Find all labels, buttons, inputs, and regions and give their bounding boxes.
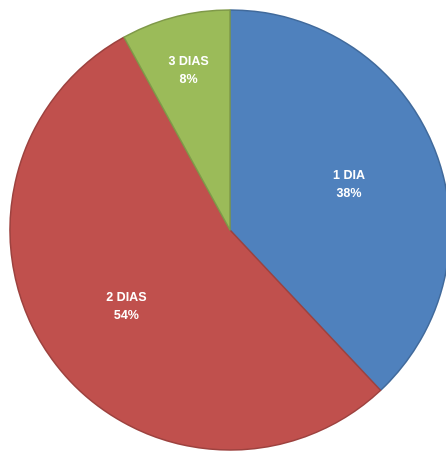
- slice-percent-label: 54%: [114, 308, 139, 322]
- slice-category-label: 3 DIAS: [168, 54, 208, 68]
- slice-label-3: 3 DIAS 8%: [168, 54, 208, 86]
- labels-layer: 1 DIA 38% 2 DIAS 54% 3 DIAS 8%: [106, 54, 365, 322]
- pie-slice-3: [123, 9, 231, 231]
- slice-percent-label: 8%: [180, 72, 198, 86]
- slice-label-2: 2 DIAS 54%: [106, 290, 146, 322]
- pie-slice-1: [229, 9, 446, 392]
- slice-percent-label: 38%: [336, 186, 361, 200]
- slice-label-1: 1 DIA 38%: [333, 168, 365, 200]
- slice-category-label: 1 DIA: [333, 168, 365, 182]
- pie-slice-2: [9, 36, 382, 451]
- slices-layer: [9, 9, 446, 451]
- slice-category-label: 2 DIAS: [106, 290, 146, 304]
